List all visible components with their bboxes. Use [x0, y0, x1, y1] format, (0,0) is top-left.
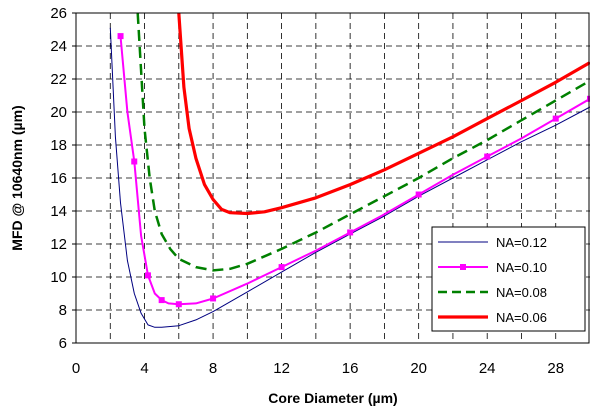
y-tick-label: 26: [50, 5, 67, 22]
y-tick-label: 8: [59, 302, 67, 319]
series-point: [415, 191, 422, 198]
x-tick-labels: 0 4 8 12 16 20 24 28: [72, 360, 564, 377]
series-point: [210, 295, 217, 302]
series-line-1: [119, 36, 590, 306]
x-tick-label: 0: [72, 360, 80, 377]
series-point: [175, 301, 182, 308]
series-line-0: [109, 27, 590, 328]
series-point: [278, 264, 285, 271]
x-tick-label: 4: [140, 360, 148, 377]
y-tick-label: 16: [50, 170, 67, 187]
y-tick-label: 22: [50, 71, 67, 88]
legend-box: [431, 226, 586, 332]
x-tick-label: 20: [410, 360, 427, 377]
series-point: [144, 272, 151, 279]
y-tick-label: 14: [50, 203, 67, 220]
y-axis-title: MFD @ 10640nm (µm): [9, 105, 25, 250]
y-tick-label: 10: [50, 269, 67, 286]
series-point: [158, 297, 165, 304]
legend-label: NA=0.08: [496, 285, 547, 300]
legend-label: NA=0.10: [496, 260, 547, 275]
y-tick-label: 18: [50, 137, 67, 154]
legend: NA=0.12 NA=0.10 NA=0.08 NA=0.06: [431, 226, 586, 332]
x-tick-label: 8: [209, 360, 217, 377]
series-line-3: [177, 13, 590, 216]
series-point: [117, 33, 124, 40]
y-tick-label: 20: [50, 104, 67, 121]
x-tick-label: 24: [479, 360, 496, 377]
y-tick-labels: 6 8 10 12 14 16 18 20 22 24 26: [50, 5, 76, 352]
legend-marker: [460, 264, 466, 270]
x-tick-label: 28: [547, 360, 564, 377]
y-tick-label: 12: [50, 236, 67, 253]
y-tick-label: 24: [50, 38, 67, 55]
x-axis-title: Core Diameter (µm): [268, 390, 397, 406]
legend-label: NA=0.06: [496, 310, 547, 325]
y-tick-label: 6: [59, 335, 67, 352]
series-point: [131, 158, 138, 165]
series-point: [347, 229, 354, 236]
series-line-2: [136, 13, 590, 272]
series-point: [552, 115, 559, 122]
series-point: [484, 153, 491, 160]
x-tick-label: 16: [342, 360, 359, 377]
legend-label: NA=0.12: [496, 235, 547, 250]
x-tick-label: 12: [273, 360, 290, 377]
